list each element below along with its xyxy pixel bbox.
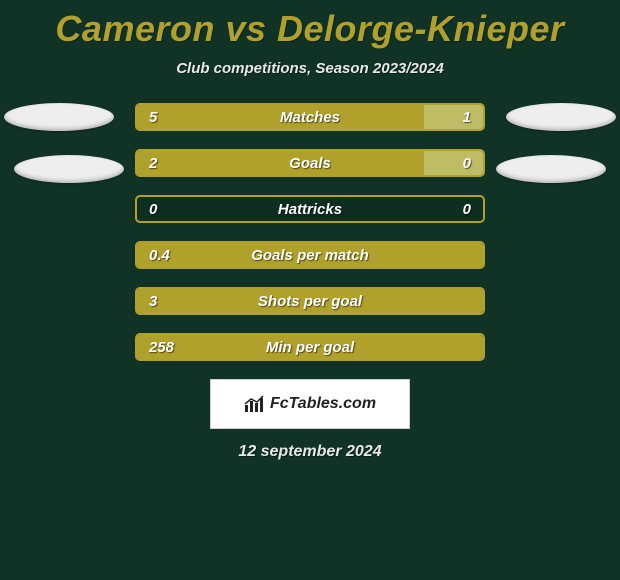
stat-row-text: 3Shots per goal xyxy=(137,289,483,313)
stat-label: Shots per goal xyxy=(137,293,483,310)
stat-label: Goals xyxy=(137,155,483,172)
stat-left-value: 0 xyxy=(149,201,157,218)
stat-row: 0.4Goals per match xyxy=(135,241,485,269)
player-left-ellipse xyxy=(14,155,124,183)
stat-row-text: 258Min per goal xyxy=(137,335,483,359)
fctables-logo: FcTables.com xyxy=(210,379,410,429)
stat-rows: 5Matches12Goals00Hattricks00.4Goals per … xyxy=(135,103,485,361)
page-title: Cameron vs Delorge-Knieper xyxy=(0,0,620,50)
stat-row-text: 2Goals0 xyxy=(137,151,483,175)
stat-right-value: 1 xyxy=(463,109,471,126)
stat-label: Min per goal xyxy=(137,339,483,356)
stat-left-value: 258 xyxy=(149,339,174,356)
player-right-ellipse xyxy=(506,103,616,131)
stat-right-value: 0 xyxy=(463,201,471,218)
stat-left-value: 5 xyxy=(149,109,157,126)
stat-row: 2Goals0 xyxy=(135,149,485,177)
stat-right-value: 0 xyxy=(463,155,471,172)
stat-row: 5Matches1 xyxy=(135,103,485,131)
stat-left-value: 3 xyxy=(149,293,157,310)
stat-label: Goals per match xyxy=(137,247,483,264)
stat-row: 0Hattricks0 xyxy=(135,195,485,223)
date-text: 12 september 2024 xyxy=(0,443,620,461)
stat-label: Matches xyxy=(137,109,483,126)
comparison-arena: 5Matches12Goals00Hattricks00.4Goals per … xyxy=(0,103,620,361)
logo-text: FcTables.com xyxy=(270,395,376,413)
stat-row-text: 5Matches1 xyxy=(137,105,483,129)
stat-left-value: 0.4 xyxy=(149,247,170,264)
player-left-ellipse xyxy=(4,103,114,131)
subtitle: Club competitions, Season 2023/2024 xyxy=(0,60,620,77)
stat-row: 3Shots per goal xyxy=(135,287,485,315)
stat-row-text: 0Hattricks0 xyxy=(137,197,483,221)
stat-label: Hattricks xyxy=(137,201,483,218)
stat-row-text: 0.4Goals per match xyxy=(137,243,483,267)
chart-icon xyxy=(244,395,266,413)
stat-row: 258Min per goal xyxy=(135,333,485,361)
player-right-ellipse xyxy=(496,155,606,183)
stat-left-value: 2 xyxy=(149,155,157,172)
